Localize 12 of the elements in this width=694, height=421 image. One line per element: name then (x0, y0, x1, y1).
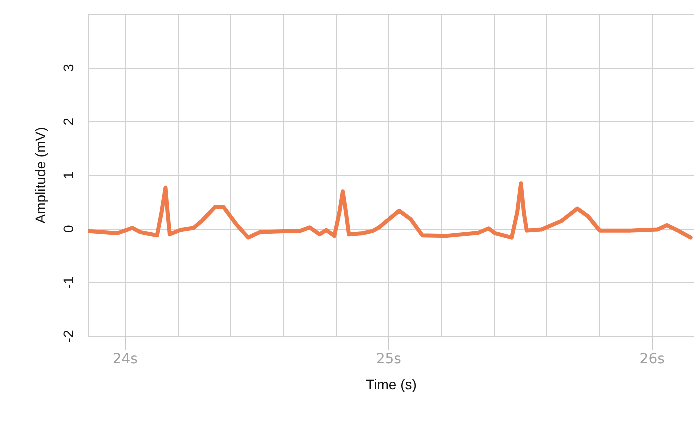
y-tick-label: 2 (60, 118, 76, 126)
y-tick-label: 0 (60, 225, 76, 234)
x-tick-label: 26s (640, 352, 665, 368)
y-tick-label: -1 (60, 276, 76, 290)
line-series (88, 182, 693, 240)
y-tick-label: 3 (60, 64, 76, 72)
y-tick-label: 1 (60, 171, 76, 180)
x-tick-label: 25s (376, 352, 402, 368)
x-axis-title: Time (s) (366, 376, 417, 392)
y-tick-label: -2 (60, 330, 76, 343)
y-axis-title: Amplitude (mV) (32, 127, 48, 224)
x-tick-label: 24s (112, 352, 138, 368)
